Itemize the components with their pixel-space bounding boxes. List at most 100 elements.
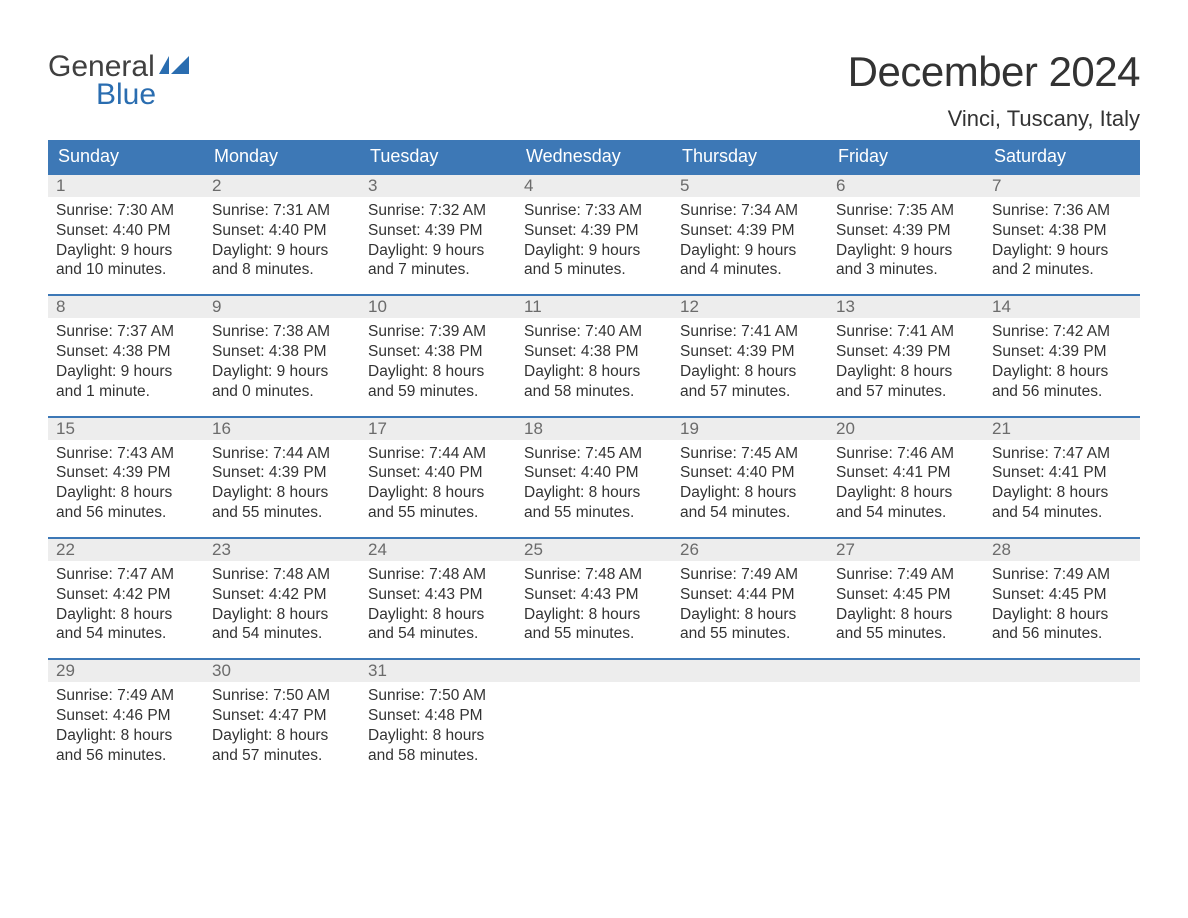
daylight-text-line2: and 56 minutes. bbox=[56, 746, 196, 766]
day-details: Sunrise: 7:45 AMSunset: 4:40 PMDaylight:… bbox=[516, 440, 672, 523]
weekday-header: Tuesday bbox=[360, 140, 516, 173]
sunrise-text: Sunrise: 7:45 AM bbox=[680, 444, 820, 464]
location-subtitle: Vinci, Tuscany, Italy bbox=[848, 106, 1140, 132]
sunset-text: Sunset: 4:45 PM bbox=[836, 585, 976, 605]
sunset-text: Sunset: 4:39 PM bbox=[368, 221, 508, 241]
day-details: Sunrise: 7:48 AMSunset: 4:42 PMDaylight:… bbox=[204, 561, 360, 644]
sunset-text: Sunset: 4:46 PM bbox=[56, 706, 196, 726]
sunrise-text: Sunrise: 7:49 AM bbox=[56, 686, 196, 706]
daylight-text-line2: and 57 minutes. bbox=[212, 746, 352, 766]
day-number: 21 bbox=[984, 418, 1140, 440]
daylight-text-line2: and 7 minutes. bbox=[368, 260, 508, 280]
sunset-text: Sunset: 4:44 PM bbox=[680, 585, 820, 605]
calendar-day-cell: 22Sunrise: 7:47 AMSunset: 4:42 PMDayligh… bbox=[48, 539, 204, 644]
daylight-text-line2: and 59 minutes. bbox=[368, 382, 508, 402]
day-details: Sunrise: 7:41 AMSunset: 4:39 PMDaylight:… bbox=[672, 318, 828, 401]
day-number-empty bbox=[984, 660, 1140, 682]
daylight-text-line1: Daylight: 8 hours bbox=[992, 605, 1132, 625]
daylight-text-line1: Daylight: 8 hours bbox=[524, 362, 664, 382]
day-number: 4 bbox=[516, 175, 672, 197]
sunset-text: Sunset: 4:39 PM bbox=[212, 463, 352, 483]
sunrise-text: Sunrise: 7:50 AM bbox=[368, 686, 508, 706]
day-number: 16 bbox=[204, 418, 360, 440]
day-details: Sunrise: 7:40 AMSunset: 4:38 PMDaylight:… bbox=[516, 318, 672, 401]
daylight-text-line2: and 5 minutes. bbox=[524, 260, 664, 280]
calendar-day-cell: 31Sunrise: 7:50 AMSunset: 4:48 PMDayligh… bbox=[360, 660, 516, 765]
daylight-text-line2: and 56 minutes. bbox=[992, 624, 1132, 644]
daylight-text-line1: Daylight: 8 hours bbox=[212, 483, 352, 503]
sunrise-text: Sunrise: 7:50 AM bbox=[212, 686, 352, 706]
sunset-text: Sunset: 4:48 PM bbox=[368, 706, 508, 726]
daylight-text-line1: Daylight: 8 hours bbox=[836, 483, 976, 503]
day-number: 22 bbox=[48, 539, 204, 561]
sunrise-text: Sunrise: 7:40 AM bbox=[524, 322, 664, 342]
daylight-text-line2: and 54 minutes. bbox=[992, 503, 1132, 523]
sunrise-text: Sunrise: 7:31 AM bbox=[212, 201, 352, 221]
calendar-week-row: 15Sunrise: 7:43 AMSunset: 4:39 PMDayligh… bbox=[48, 416, 1140, 523]
day-number: 8 bbox=[48, 296, 204, 318]
day-details: Sunrise: 7:49 AMSunset: 4:45 PMDaylight:… bbox=[828, 561, 984, 644]
daylight-text-line2: and 54 minutes. bbox=[56, 624, 196, 644]
calendar-day-cell: 21Sunrise: 7:47 AMSunset: 4:41 PMDayligh… bbox=[984, 418, 1140, 523]
day-number: 6 bbox=[828, 175, 984, 197]
calendar-day-cell: 12Sunrise: 7:41 AMSunset: 4:39 PMDayligh… bbox=[672, 296, 828, 401]
sunset-text: Sunset: 4:39 PM bbox=[680, 221, 820, 241]
daylight-text-line1: Daylight: 9 hours bbox=[56, 241, 196, 261]
daylight-text-line2: and 56 minutes. bbox=[56, 503, 196, 523]
day-details: Sunrise: 7:33 AMSunset: 4:39 PMDaylight:… bbox=[516, 197, 672, 280]
day-details: Sunrise: 7:48 AMSunset: 4:43 PMDaylight:… bbox=[516, 561, 672, 644]
sunset-text: Sunset: 4:40 PM bbox=[524, 463, 664, 483]
day-details: Sunrise: 7:37 AMSunset: 4:38 PMDaylight:… bbox=[48, 318, 204, 401]
calendar-day-cell: 28Sunrise: 7:49 AMSunset: 4:45 PMDayligh… bbox=[984, 539, 1140, 644]
day-number-empty bbox=[672, 660, 828, 682]
header-block: General Blue December 2024 Vinci, Tuscan… bbox=[48, 20, 1140, 132]
day-number: 30 bbox=[204, 660, 360, 682]
day-details: Sunrise: 7:46 AMSunset: 4:41 PMDaylight:… bbox=[828, 440, 984, 523]
sunrise-text: Sunrise: 7:36 AM bbox=[992, 201, 1132, 221]
sunset-text: Sunset: 4:38 PM bbox=[368, 342, 508, 362]
sunset-text: Sunset: 4:47 PM bbox=[212, 706, 352, 726]
day-details: Sunrise: 7:49 AMSunset: 4:46 PMDaylight:… bbox=[48, 682, 204, 765]
calendar-day-cell: 6Sunrise: 7:35 AMSunset: 4:39 PMDaylight… bbox=[828, 175, 984, 280]
day-number: 10 bbox=[360, 296, 516, 318]
sunrise-text: Sunrise: 7:44 AM bbox=[368, 444, 508, 464]
day-details: Sunrise: 7:48 AMSunset: 4:43 PMDaylight:… bbox=[360, 561, 516, 644]
daylight-text-line1: Daylight: 8 hours bbox=[836, 605, 976, 625]
day-number: 11 bbox=[516, 296, 672, 318]
calendar-day-cell: 25Sunrise: 7:48 AMSunset: 4:43 PMDayligh… bbox=[516, 539, 672, 644]
day-number: 2 bbox=[204, 175, 360, 197]
sunrise-text: Sunrise: 7:33 AM bbox=[524, 201, 664, 221]
daylight-text-line2: and 55 minutes. bbox=[680, 624, 820, 644]
day-details: Sunrise: 7:47 AMSunset: 4:42 PMDaylight:… bbox=[48, 561, 204, 644]
day-number: 20 bbox=[828, 418, 984, 440]
day-details: Sunrise: 7:38 AMSunset: 4:38 PMDaylight:… bbox=[204, 318, 360, 401]
calendar-day-cell: 17Sunrise: 7:44 AMSunset: 4:40 PMDayligh… bbox=[360, 418, 516, 523]
day-number: 12 bbox=[672, 296, 828, 318]
calendar-day-cell: 20Sunrise: 7:46 AMSunset: 4:41 PMDayligh… bbox=[828, 418, 984, 523]
calendar-day-cell: 4Sunrise: 7:33 AMSunset: 4:39 PMDaylight… bbox=[516, 175, 672, 280]
daylight-text-line2: and 0 minutes. bbox=[212, 382, 352, 402]
day-details: Sunrise: 7:49 AMSunset: 4:44 PMDaylight:… bbox=[672, 561, 828, 644]
daylight-text-line2: and 8 minutes. bbox=[212, 260, 352, 280]
sunset-text: Sunset: 4:40 PM bbox=[680, 463, 820, 483]
calendar-day-cell: 11Sunrise: 7:40 AMSunset: 4:38 PMDayligh… bbox=[516, 296, 672, 401]
weekday-header: Thursday bbox=[672, 140, 828, 173]
daylight-text-line2: and 10 minutes. bbox=[56, 260, 196, 280]
daylight-text-line2: and 3 minutes. bbox=[836, 260, 976, 280]
day-number: 7 bbox=[984, 175, 1140, 197]
weekday-header: Sunday bbox=[48, 140, 204, 173]
daylight-text-line2: and 54 minutes. bbox=[836, 503, 976, 523]
day-number: 24 bbox=[360, 539, 516, 561]
calendar-day-empty bbox=[516, 660, 672, 765]
sunset-text: Sunset: 4:39 PM bbox=[836, 342, 976, 362]
day-number: 18 bbox=[516, 418, 672, 440]
calendar-day-cell: 10Sunrise: 7:39 AMSunset: 4:38 PMDayligh… bbox=[360, 296, 516, 401]
day-details: Sunrise: 7:34 AMSunset: 4:39 PMDaylight:… bbox=[672, 197, 828, 280]
calendar-day-cell: 1Sunrise: 7:30 AMSunset: 4:40 PMDaylight… bbox=[48, 175, 204, 280]
day-details: Sunrise: 7:45 AMSunset: 4:40 PMDaylight:… bbox=[672, 440, 828, 523]
day-number: 25 bbox=[516, 539, 672, 561]
daylight-text-line1: Daylight: 8 hours bbox=[212, 726, 352, 746]
day-number: 13 bbox=[828, 296, 984, 318]
daylight-text-line1: Daylight: 8 hours bbox=[836, 362, 976, 382]
sunrise-text: Sunrise: 7:30 AM bbox=[56, 201, 196, 221]
